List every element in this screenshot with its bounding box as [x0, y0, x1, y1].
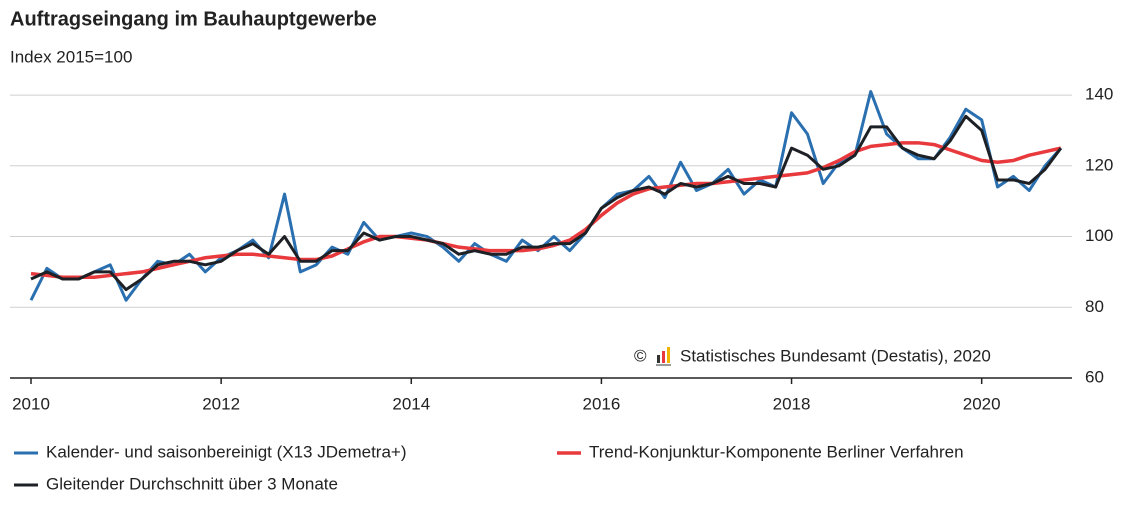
- x-tick-label: 2018: [773, 394, 811, 413]
- series-line: [29, 90, 1062, 302]
- legend-label: Trend-Konjunktur-Komponente Berliner Ver…: [589, 442, 964, 461]
- source: Statistisches Bundesamt (Destatis), 2020: [680, 346, 991, 365]
- y-tick-label: 140: [1085, 85, 1113, 104]
- x-tick-label: 2016: [582, 394, 620, 413]
- copyright: ©: [634, 346, 647, 365]
- legend-label: Gleitender Durchschnitt über 3 Monate: [46, 474, 338, 493]
- y-tick-label: 80: [1085, 297, 1104, 316]
- source-icon: [656, 347, 671, 366]
- legend-label: Kalender- und saisonbereinigt (X13 JDeme…: [46, 442, 407, 461]
- y-tick-label: 120: [1085, 155, 1113, 174]
- x-tick-label: 2012: [202, 394, 240, 413]
- chart-subtitle: Index 2015=100: [10, 47, 132, 66]
- series-line: [30, 141, 1062, 279]
- series-line: [30, 114, 1063, 292]
- x-tick-label: 2020: [963, 394, 1001, 413]
- x-tick-label: 2014: [392, 394, 430, 413]
- chart-title: Auftragseingang im Bauhauptgewerbe: [10, 8, 377, 30]
- x-tick-label: 2010: [12, 394, 50, 413]
- y-tick-label: 100: [1085, 226, 1113, 245]
- y-tick-label: 60: [1085, 367, 1104, 386]
